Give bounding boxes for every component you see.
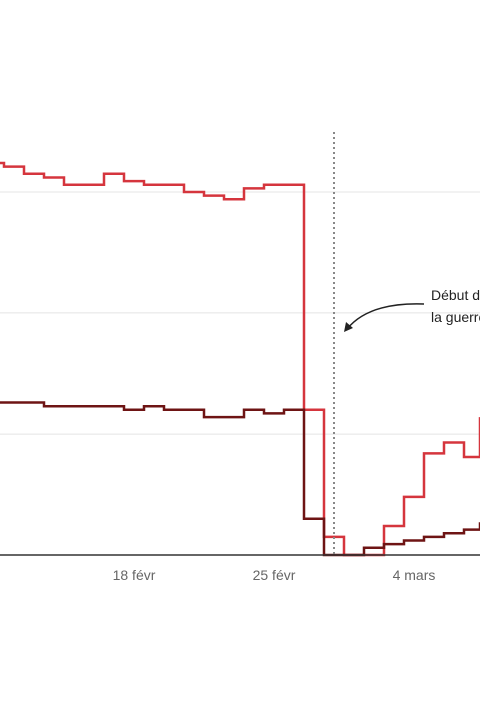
x-tick-label-2: 4 mars	[393, 567, 436, 583]
grid-layer	[0, 191, 480, 435]
event-label-line-2: la guerre	[431, 309, 480, 325]
x-tick-label-1: 25 févr	[253, 567, 296, 583]
event-arrow-head	[344, 322, 353, 332]
event-arrow	[346, 303, 425, 330]
series-line-1	[0, 401, 480, 557]
x-tick-labels: 18 févr 25 févr 4 mars	[113, 567, 436, 583]
series-line-0	[0, 161, 480, 557]
series-layer	[0, 161, 480, 557]
event-label-line-1: Début de	[431, 287, 480, 303]
event-annotation: Début de la guerre	[344, 287, 480, 332]
x-tick-label-0: 18 févr	[113, 567, 156, 583]
